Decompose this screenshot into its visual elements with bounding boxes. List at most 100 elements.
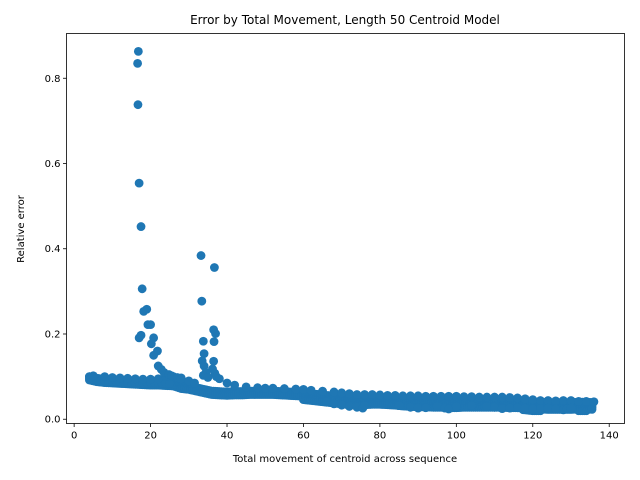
data-point bbox=[394, 401, 404, 410]
data-point bbox=[451, 391, 461, 401]
x-tick-label: 40 bbox=[221, 431, 234, 442]
data-point bbox=[321, 397, 331, 407]
data-point bbox=[436, 391, 446, 401]
data-point bbox=[543, 396, 553, 405]
data-point bbox=[375, 390, 385, 400]
data-point bbox=[199, 349, 209, 358]
x-axis: 0 20 40 60 80 100 120 140 bbox=[71, 423, 619, 442]
data-point bbox=[268, 383, 278, 393]
data-point bbox=[406, 402, 415, 412]
data-point bbox=[513, 403, 522, 413]
data-point bbox=[490, 392, 499, 402]
data-point bbox=[203, 373, 213, 382]
x-tick-label: 100 bbox=[447, 431, 466, 442]
y-axis-label: Relative error bbox=[16, 194, 27, 263]
data-point bbox=[574, 396, 584, 406]
data-point bbox=[520, 403, 530, 413]
data-point bbox=[520, 394, 530, 404]
data-point bbox=[551, 404, 561, 414]
plot-frame bbox=[66, 33, 625, 424]
data-point bbox=[210, 263, 219, 272]
data-point bbox=[581, 396, 591, 406]
data-point bbox=[589, 397, 599, 407]
data-point bbox=[413, 391, 423, 401]
data-point bbox=[136, 222, 146, 231]
data-point bbox=[482, 392, 492, 402]
data-point bbox=[260, 383, 270, 393]
data-point bbox=[566, 403, 576, 413]
data-point bbox=[467, 392, 477, 402]
data-point bbox=[209, 356, 219, 366]
data-point bbox=[528, 395, 538, 405]
x-tick-label: 120 bbox=[523, 431, 542, 442]
data-point bbox=[536, 404, 545, 413]
data-point bbox=[497, 404, 507, 413]
data-point bbox=[165, 379, 175, 388]
data-point bbox=[146, 339, 156, 349]
data-point bbox=[142, 304, 152, 314]
data-point bbox=[230, 380, 240, 390]
data-point bbox=[190, 378, 199, 388]
data-point bbox=[505, 403, 515, 413]
data-point bbox=[209, 337, 219, 347]
data-point bbox=[318, 386, 327, 396]
y-tick-label: 0.6 bbox=[45, 159, 61, 170]
data-point bbox=[306, 385, 316, 395]
data-point bbox=[513, 393, 522, 403]
data-point bbox=[444, 404, 454, 414]
data-point bbox=[133, 100, 143, 110]
data-point bbox=[329, 399, 339, 409]
x-tick-label: 0 bbox=[71, 431, 77, 442]
data-point bbox=[107, 373, 117, 382]
data-point bbox=[587, 404, 597, 414]
data-point bbox=[432, 402, 442, 411]
data-point bbox=[138, 374, 148, 384]
data-point bbox=[429, 391, 438, 401]
data-point bbox=[115, 373, 125, 383]
data-point bbox=[467, 401, 477, 410]
data-point bbox=[133, 58, 142, 68]
data-points bbox=[85, 47, 599, 416]
data-point bbox=[176, 374, 186, 384]
data-point bbox=[136, 330, 146, 340]
data-point bbox=[413, 403, 423, 413]
data-point bbox=[241, 382, 251, 392]
data-point bbox=[421, 403, 431, 413]
data-point bbox=[134, 178, 144, 188]
y-tick-label: 0.8 bbox=[45, 74, 61, 85]
data-point bbox=[551, 396, 561, 406]
data-point bbox=[528, 404, 538, 414]
data-point bbox=[566, 396, 576, 405]
data-point bbox=[198, 336, 208, 346]
data-point bbox=[543, 403, 553, 413]
data-point bbox=[146, 320, 155, 330]
data-point bbox=[367, 390, 377, 399]
data-point bbox=[123, 373, 133, 383]
data-point bbox=[451, 402, 461, 411]
data-point bbox=[211, 329, 220, 338]
data-point bbox=[406, 391, 415, 401]
data-point bbox=[222, 378, 232, 388]
data-point bbox=[344, 389, 354, 399]
data-point bbox=[253, 383, 262, 393]
data-point bbox=[383, 390, 392, 400]
x-axis-label: Total movement of centroid across sequen… bbox=[232, 454, 457, 465]
data-point bbox=[482, 402, 492, 411]
data-point bbox=[214, 374, 224, 384]
data-point bbox=[505, 393, 515, 402]
data-point bbox=[398, 391, 408, 401]
data-point bbox=[279, 384, 289, 393]
data-point bbox=[88, 371, 98, 381]
data-point bbox=[337, 388, 347, 398]
data-point bbox=[360, 390, 370, 399]
x-tick-label: 20 bbox=[144, 431, 157, 442]
y-tick-label: 0.0 bbox=[45, 415, 61, 426]
x-tick-label: 60 bbox=[297, 431, 310, 442]
x-tick-label: 80 bbox=[374, 431, 387, 442]
y-tick-label: 0.2 bbox=[45, 329, 61, 340]
data-point bbox=[146, 374, 155, 384]
data-point bbox=[299, 385, 308, 394]
chart-title: Error by Total Movement, Length 50 Centr… bbox=[190, 13, 500, 27]
data-point bbox=[558, 396, 568, 405]
